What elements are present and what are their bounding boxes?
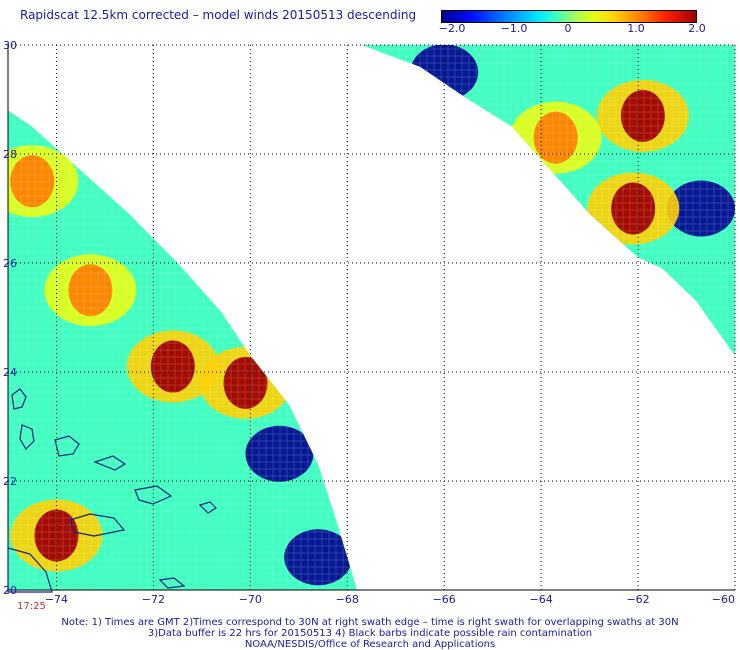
coastline [19,424,35,450]
coastline [7,547,53,593]
coastline [158,577,186,589]
footnote-line-1: Note: 1) Times are GMT 2)Times correspon… [61,617,679,628]
coastline [93,455,127,471]
coastline [54,435,80,457]
colorbar [441,10,697,23]
x-tick-label: −72 [142,593,165,606]
grid-layer [7,44,736,591]
colorbar-label: 0 [564,22,572,35]
coastline [11,388,27,410]
footnote-line-2: 3)Data buffer is 22 hrs for 20150513 4) … [147,628,593,639]
colorbar-label: 1.0 [627,22,645,35]
x-tick-label: −60 [712,593,735,606]
y-tick-label: 24 [3,366,17,379]
y-tick-label: 20 [3,584,17,597]
x-tick-label: −70 [239,593,262,606]
y-tick-label: 26 [3,257,17,270]
colorbar-label: −2.0 [438,22,466,35]
tick-label-layer: −74 −72 −70 −68 −66 −64 −62 −60 30 28 26 24 22 20 [3,39,735,606]
colorbar-label: −1.0 [500,22,528,35]
x-tick-label: −66 [433,593,456,606]
chart-title: Rapidscat 12.5km corrected – model winds… [20,8,417,22]
y-tick-label: 30 [3,39,17,52]
swath-time-label: 17:25 [17,601,46,612]
x-tick-label: −68 [336,593,359,606]
footnote-line-3: NOAA/NESDIS/Office of Research and Appli… [244,639,496,650]
y-tick-label: 22 [3,475,17,488]
coastline-layer [7,388,217,593]
x-tick-label: −64 [530,593,553,606]
y-tick-label: 28 [3,148,17,161]
coastline [198,501,217,514]
x-tick-label: −74 [45,593,68,606]
colorbar-label: 2.0 [688,22,706,35]
x-tick-label: −62 [626,593,649,606]
coastline [69,513,126,537]
coastline [134,485,173,505]
